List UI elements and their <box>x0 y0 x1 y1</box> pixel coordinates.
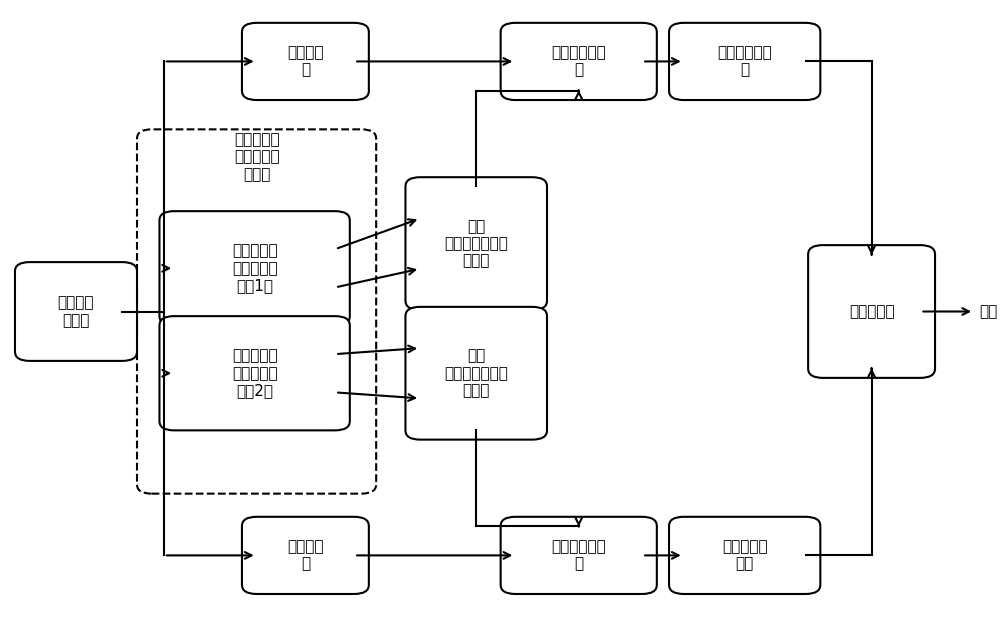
FancyBboxPatch shape <box>242 23 369 100</box>
FancyBboxPatch shape <box>501 23 657 100</box>
Text: 第二移相
器: 第二移相 器 <box>287 539 324 571</box>
Text: 第一低通滤波
器: 第一低通滤波 器 <box>717 45 772 78</box>
Text: 双电容式微
机械加速度
传感器: 双电容式微 机械加速度 传感器 <box>234 132 279 182</box>
FancyBboxPatch shape <box>669 23 820 100</box>
FancyBboxPatch shape <box>159 211 350 325</box>
Text: 反相相干解调
器: 反相相干解调 器 <box>551 539 606 571</box>
FancyBboxPatch shape <box>137 130 376 493</box>
FancyBboxPatch shape <box>669 517 820 594</box>
Text: 第一
差分电容电压转
换电路: 第一 差分电容电压转 换电路 <box>444 219 508 269</box>
Text: 第二低通滤
波器: 第二低通滤 波器 <box>722 539 767 571</box>
Text: 同相相干解调
器: 同相相干解调 器 <box>551 45 606 78</box>
FancyBboxPatch shape <box>159 316 350 430</box>
Text: 第一移相
器: 第一移相 器 <box>287 45 324 78</box>
FancyBboxPatch shape <box>242 517 369 594</box>
FancyBboxPatch shape <box>501 517 657 594</box>
Text: 第二
差分电容电压转
换电路: 第二 差分电容电压转 换电路 <box>444 348 508 398</box>
FancyBboxPatch shape <box>405 307 547 440</box>
Text: 输出: 输出 <box>979 304 997 319</box>
Text: 自补偿电路: 自补偿电路 <box>849 304 894 319</box>
Text: 电容式微机
械加速度传
感器1号: 电容式微机 械加速度传 感器1号 <box>232 244 277 293</box>
Text: 电容式微机
械加速度传
感器2号: 电容式微机 械加速度传 感器2号 <box>232 348 277 398</box>
FancyBboxPatch shape <box>808 245 935 378</box>
FancyBboxPatch shape <box>405 177 547 310</box>
Text: 高频载波
发生器: 高频载波 发生器 <box>58 295 94 328</box>
FancyBboxPatch shape <box>15 262 137 361</box>
